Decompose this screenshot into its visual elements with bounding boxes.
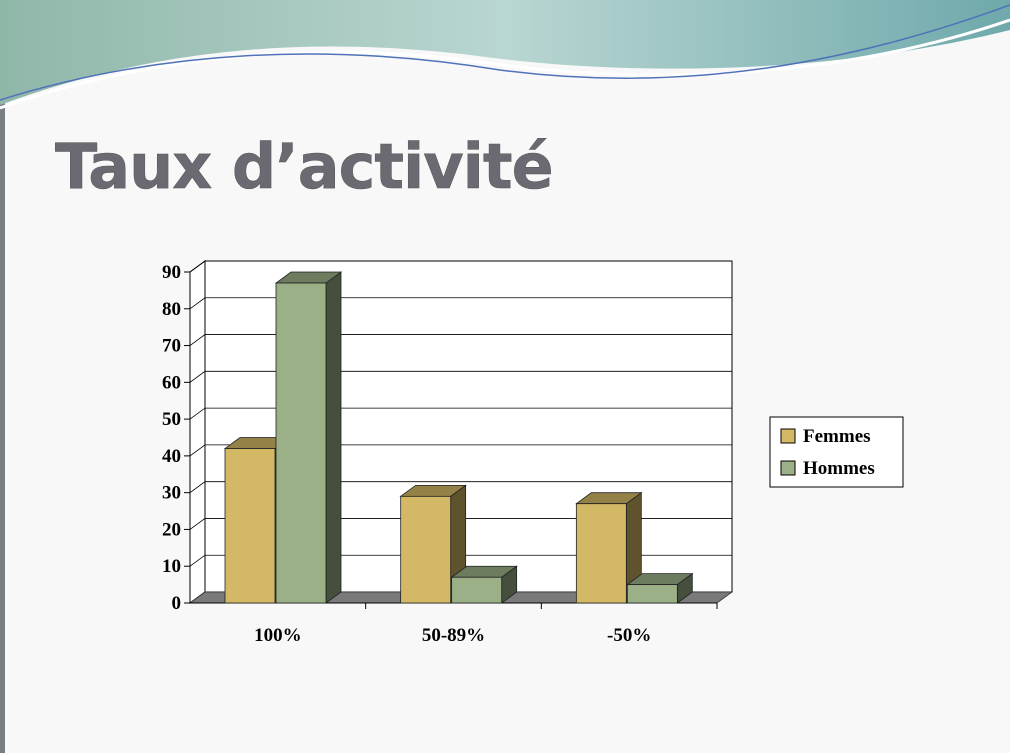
x-tick-label: 100%	[254, 625, 302, 646]
y-tick-label: 70	[162, 336, 181, 357]
slide-title: Taux d’activité	[55, 130, 553, 203]
y-tick-label: 20	[162, 519, 181, 540]
side-wall	[190, 261, 205, 603]
bar	[276, 283, 326, 603]
legend-label: Femmes	[803, 426, 871, 447]
left-edge	[0, 0, 5, 753]
bar-side	[326, 272, 341, 603]
bar	[225, 449, 275, 603]
bar	[401, 496, 451, 603]
y-tick-label: 60	[162, 372, 181, 393]
x-tick-label: 50-89%	[422, 625, 485, 646]
bar	[576, 504, 626, 603]
slide: Taux d’activité 0 10 20 30 40 50 60 70 80 90 100% 5…	[0, 0, 1010, 753]
legend-label: Hommes	[803, 458, 875, 479]
y-tick-label: 10	[162, 556, 181, 577]
y-tick-label: 90	[162, 262, 181, 283]
bar	[627, 585, 677, 603]
legend-swatch	[781, 461, 795, 475]
y-tick-label: 50	[162, 409, 181, 430]
y-tick-label: 40	[162, 446, 181, 467]
y-tick-label: 0	[172, 593, 182, 614]
y-tick-label: 30	[162, 483, 181, 504]
x-tick-label: -50%	[607, 625, 651, 646]
bar	[452, 577, 502, 603]
y-tick-label: 80	[162, 299, 181, 320]
legend-swatch	[781, 429, 795, 443]
